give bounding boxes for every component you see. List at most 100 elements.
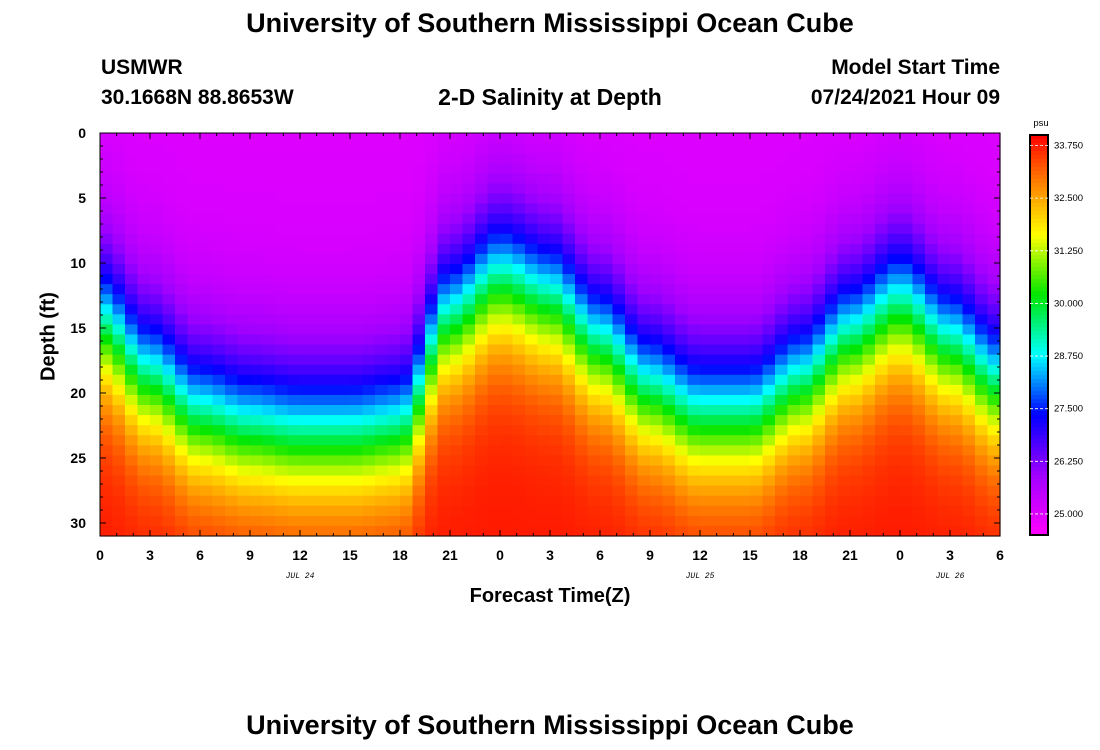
heatmap-cell [425,304,439,315]
heatmap-cell [625,263,639,275]
heatmap-cell [150,415,164,426]
heatmap-cell [325,163,339,174]
heatmap-cell [950,163,964,174]
heatmap-cell [537,495,551,507]
heatmap-cell [475,253,489,265]
heatmap-cell [200,425,214,436]
heatmap-cell [487,173,501,184]
heatmap-cell [537,153,551,164]
heatmap-cell [225,445,239,456]
heatmap-cell [762,203,776,215]
heatmap-cell [525,253,539,265]
heatmap-cell [462,435,476,446]
heatmap-cell [837,485,851,497]
heatmap-cell [312,425,326,436]
heatmap-cell [250,263,264,275]
heatmap-cell [787,183,801,195]
heatmap-cell [312,394,326,406]
heatmap-cell [850,435,864,446]
heatmap-cell [962,334,976,346]
heatmap-cell [537,425,551,436]
heatmap-cell [200,354,214,366]
heatmap-cell [787,505,801,517]
heatmap-cell [612,153,626,164]
heatmap-cell [650,173,664,184]
heatmap-cell [300,334,314,346]
heatmap-cell [462,445,476,456]
heatmap-cell [487,354,501,366]
heatmap-cell [550,354,564,366]
heatmap-cell [425,435,439,446]
heatmap-cell [425,425,439,436]
heatmap-cell [287,405,301,416]
heatmap-cell [400,213,414,225]
heatmap-cell [100,364,114,376]
heatmap-cell [175,455,189,467]
heatmap-cell [525,445,539,456]
heatmap-cell [462,485,476,497]
heatmap-cell [787,294,801,305]
heatmap-cell [875,485,889,497]
heatmap-cell [100,253,114,265]
heatmap-cell [537,394,551,406]
heatmap-cell [900,465,914,477]
heatmap-cell [962,274,976,285]
heatmap-cell [212,394,226,406]
heatmap-cell [375,183,389,195]
heatmap-cell [212,213,226,225]
heatmap-cell [187,274,201,285]
heatmap-cell [712,455,726,467]
heatmap-cell [212,324,226,336]
heatmap-cell [162,344,176,356]
heatmap-cell [212,475,226,487]
heatmap-cell [100,354,114,366]
heatmap-cell [662,384,676,396]
heatmap-cell [537,465,551,477]
heatmap-cell [375,213,389,225]
heatmap-cell [237,193,251,205]
heatmap-cell [862,354,876,366]
heatmap-cell [412,525,426,537]
heatmap-cell [825,143,839,154]
heatmap-cell [862,334,876,346]
heatmap-cell [425,263,439,275]
heatmap-cell [675,344,689,356]
colorbar-segment [1030,235,1048,240]
heatmap-cell [875,274,889,285]
heatmap-cell [612,334,626,346]
heatmap-cell [575,374,589,386]
heatmap-cell [362,364,376,376]
heatmap-cell [187,183,201,195]
heatmap-cell [287,314,301,326]
heatmap-cell [487,233,501,245]
heatmap-cell [462,163,476,174]
heatmap-cell [137,203,151,215]
heatmap-cell [712,203,726,215]
x-tick-label: 3 [146,547,154,563]
heatmap-cell [925,193,939,205]
heatmap-cell [737,233,751,245]
heatmap-cell [400,314,414,326]
heatmap-cell [725,455,739,467]
heatmap-cell [325,203,339,215]
heatmap-cell [750,314,764,326]
heatmap-cell [975,294,989,305]
colorbar-segment [1030,303,1048,308]
heatmap-cell [200,233,214,245]
heatmap-cell [975,525,989,537]
heatmap-cell [487,274,501,285]
heatmap-cell [775,475,789,487]
heatmap-cell [637,445,651,456]
heatmap-cell [575,405,589,416]
heatmap-cell [675,163,689,174]
heatmap-cell [775,163,789,174]
heatmap-cell [875,374,889,386]
heatmap-cell [837,203,851,215]
heatmap-cell [525,173,539,184]
heatmap-cell [600,253,614,265]
heatmap-cell [812,133,826,144]
heatmap-cell [975,304,989,315]
heatmap-cell [137,425,151,436]
heatmap-cell [187,364,201,376]
